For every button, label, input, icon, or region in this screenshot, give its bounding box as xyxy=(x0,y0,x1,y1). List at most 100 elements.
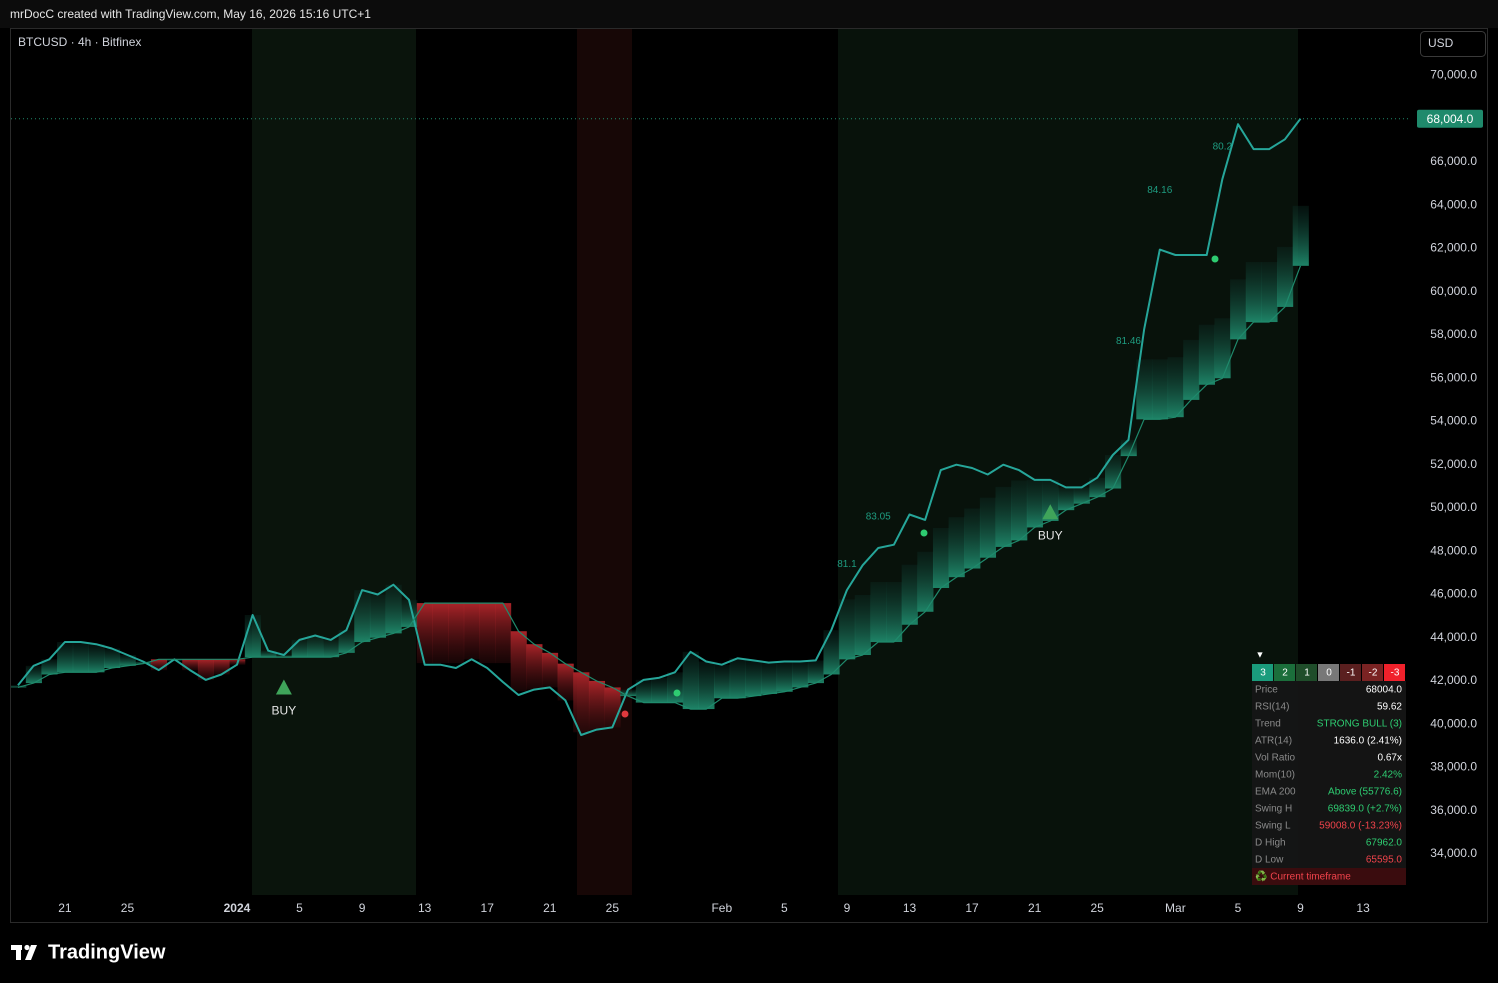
x-tick-label: 21 xyxy=(543,901,557,915)
x-tick-label: 9 xyxy=(844,901,851,915)
trail-band xyxy=(182,659,199,671)
level-cell xyxy=(1318,664,1339,681)
row-label: Mom(10) xyxy=(1255,770,1295,781)
trail-band xyxy=(260,650,277,658)
table-row xyxy=(1252,851,1406,868)
table-row xyxy=(1252,698,1406,715)
trail-band xyxy=(1042,479,1059,521)
row-value: STRONG BULL (3) xyxy=(1317,719,1402,730)
table-footer xyxy=(1252,868,1406,885)
x-tick-label: 25 xyxy=(121,901,135,915)
footer-label: ♻️ Current timeframe xyxy=(1255,870,1351,883)
trail-band xyxy=(57,642,74,673)
x-tick-label: 2024 xyxy=(224,901,251,915)
trail-band xyxy=(1230,279,1247,340)
trail-band xyxy=(448,603,465,664)
trail-band xyxy=(588,680,606,730)
trail-band xyxy=(338,630,355,653)
level-cell xyxy=(1296,664,1317,681)
table-row xyxy=(1252,783,1406,800)
table-row xyxy=(1252,766,1406,783)
trail-band xyxy=(745,660,762,697)
table-row xyxy=(1252,834,1406,851)
trail-band xyxy=(823,630,840,675)
row-value: 1636.0 (2.41%) xyxy=(1334,736,1402,747)
last-price-label: 68,004.0 xyxy=(1427,112,1474,126)
x-tick-label: 5 xyxy=(781,901,788,915)
trail-band xyxy=(854,595,871,656)
signal-dot xyxy=(621,710,629,718)
x-tick-label: 21 xyxy=(1028,901,1042,915)
table-row xyxy=(1252,732,1406,749)
level-cell xyxy=(1384,664,1405,681)
currency-button[interactable] xyxy=(1420,31,1486,57)
row-label: D Low xyxy=(1255,855,1284,866)
trail-band xyxy=(88,644,105,673)
trail-band xyxy=(541,652,559,688)
trail-band xyxy=(1292,205,1309,266)
buy-label: BUY xyxy=(272,704,297,718)
row-label: Price xyxy=(1255,685,1278,696)
row-label: ATR(14) xyxy=(1255,736,1292,747)
trail-band xyxy=(276,655,293,658)
row-label: Swing L xyxy=(1255,821,1291,832)
buy-label: BUY xyxy=(1038,528,1063,542)
trail-band xyxy=(510,631,527,692)
row-label: Trend xyxy=(1255,719,1281,730)
logo-text: TradingView xyxy=(48,941,166,963)
table-row xyxy=(1252,817,1406,834)
trail-band xyxy=(839,599,856,660)
trail-band xyxy=(432,603,449,664)
trail-band xyxy=(917,551,934,612)
trail-band xyxy=(948,517,965,578)
row-label: D High xyxy=(1255,838,1286,849)
trail-band xyxy=(1105,455,1122,489)
trail-band xyxy=(526,644,543,690)
logo-icon xyxy=(24,944,30,951)
row-value: 59.62 xyxy=(1377,702,1402,713)
trail-band xyxy=(1183,339,1200,400)
row-value: 2.42% xyxy=(1374,770,1402,781)
y-tick-label: 36,000.0 xyxy=(1430,803,1477,817)
trail-band xyxy=(72,642,89,673)
signal-dot xyxy=(920,529,928,537)
trail-band xyxy=(635,679,652,703)
logo-icon xyxy=(25,945,37,960)
trail-band xyxy=(995,486,1012,547)
row-label: RSI(14) xyxy=(1255,702,1289,713)
trail-band xyxy=(1277,246,1294,307)
row-label: Swing H xyxy=(1255,804,1292,815)
x-tick-label: 13 xyxy=(903,901,917,915)
trail-band xyxy=(807,660,824,684)
score-label: 81.1 xyxy=(837,559,857,570)
row-label: EMA 200 xyxy=(1255,787,1296,798)
trail-band xyxy=(651,677,668,703)
trail-band xyxy=(698,661,715,710)
trail-band xyxy=(244,615,261,658)
trail-band xyxy=(291,639,308,658)
collapse-icon[interactable]: ▼ xyxy=(1256,649,1265,659)
bull-zone xyxy=(252,29,416,895)
currency-label: USD xyxy=(1428,36,1454,50)
trail-band xyxy=(776,661,793,692)
price-line xyxy=(17,118,1302,736)
trail-band xyxy=(1026,479,1043,528)
trail-band xyxy=(41,659,58,675)
trail-band xyxy=(620,689,637,697)
bull-zone xyxy=(838,29,1298,895)
trail-band xyxy=(213,659,230,675)
trail-band xyxy=(307,635,324,658)
y-tick-label: 66,000.0 xyxy=(1430,154,1477,168)
score-label: 83.05 xyxy=(866,511,891,522)
x-tick-label: 25 xyxy=(1091,901,1105,915)
row-value: 69839.0 (+2.7%) xyxy=(1328,804,1402,815)
trail-band xyxy=(354,590,371,643)
x-tick-label: 17 xyxy=(965,901,979,915)
table-row xyxy=(1252,800,1406,817)
header-bar xyxy=(0,0,1498,28)
trail-band xyxy=(1151,359,1169,420)
score-label: 84.16 xyxy=(1147,185,1172,196)
trail-band xyxy=(1198,324,1215,385)
level-label: 1 xyxy=(1304,668,1310,679)
